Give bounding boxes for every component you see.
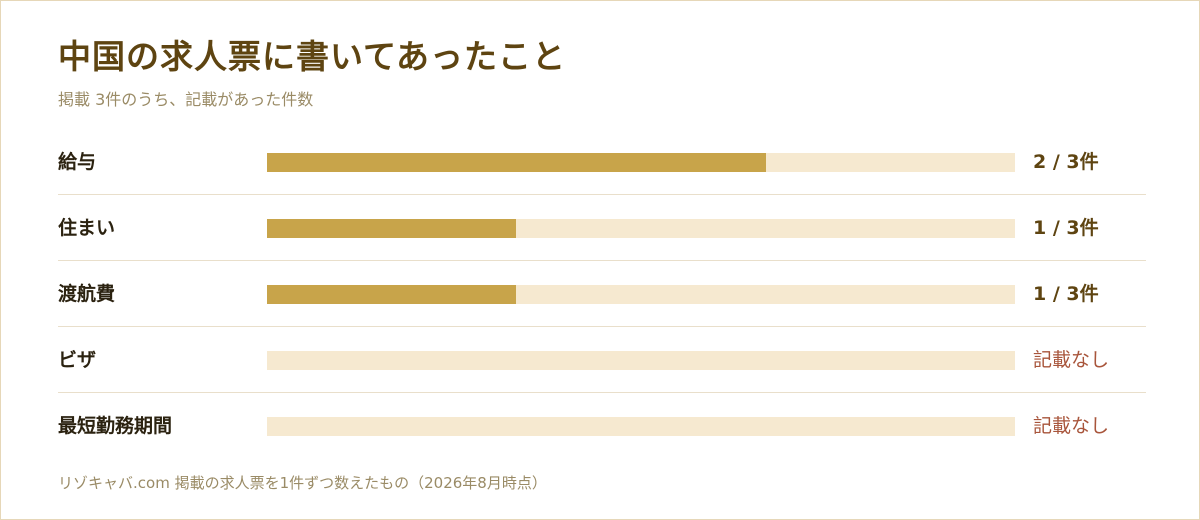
source-note: リゾキャバ.com 掲載の求人票を1件ずつ数えたもの（2026年8月時点） [58,474,547,492]
bar [267,153,766,172]
category-label: 住まい [58,217,116,239]
value-label: 記載なし [1033,349,1110,371]
chart-subtitle: 掲載 3件のうち、記載があった件数 [58,90,314,109]
bar [267,285,517,304]
bar-track [267,219,1015,238]
bar-row: 住まい 1 / 3件 [58,195,1146,261]
bar-row: 渡航費 1 / 3件 [58,261,1146,327]
bar-row: ビザ 記載なし [58,327,1146,393]
category-label: 最短勤務期間 [58,415,173,437]
bar-track [267,351,1015,370]
bar-row: 給与 2 / 3件 [58,129,1146,195]
value-label: 1 / 3件 [1033,217,1099,239]
bar-track [267,285,1015,304]
bar-track [267,417,1015,436]
bar [267,219,517,238]
bar-track [267,153,1015,172]
bar-rows: 給与 2 / 3件 住まい 1 / 3件 渡航費 1 / 3件 ビザ 記載なし 最短勤務期間 記載… [58,129,1146,459]
value-label: 2 / 3件 [1033,151,1099,173]
category-label: 渡航費 [58,283,116,305]
category-label: 給与 [58,151,97,173]
chart-title: 中国の求人票に書いてあったこと [58,37,567,76]
bar-row: 最短勤務期間 記載なし [58,393,1146,459]
value-label: 記載なし [1033,415,1110,437]
value-label: 1 / 3件 [1033,283,1099,305]
category-label: ビザ [58,349,97,371]
